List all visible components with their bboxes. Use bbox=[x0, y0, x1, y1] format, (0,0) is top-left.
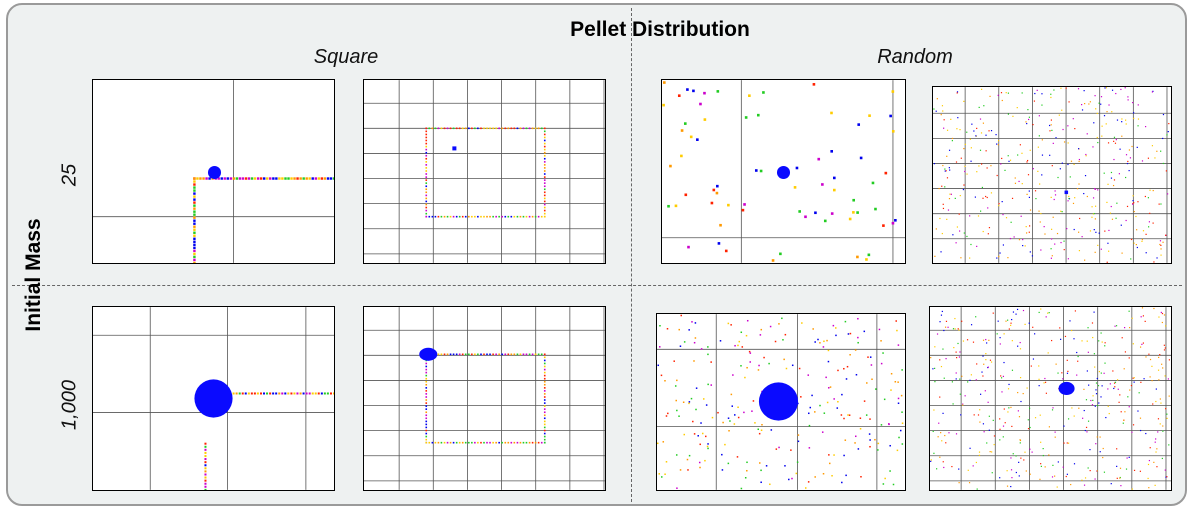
vertical-divider bbox=[631, 8, 632, 502]
panel-random-25-zoom bbox=[661, 79, 906, 264]
central-body bbox=[776, 165, 791, 180]
central-body bbox=[758, 382, 799, 421]
panel-square-1000-zoom bbox=[92, 306, 335, 491]
central-body bbox=[194, 379, 233, 418]
panel-square-1000-wide bbox=[363, 306, 606, 491]
central-body bbox=[207, 165, 222, 180]
central-body bbox=[452, 146, 457, 151]
central-body bbox=[419, 347, 438, 361]
panel-random-25-wide bbox=[932, 86, 1172, 264]
central-body bbox=[1064, 190, 1069, 195]
row-label-1000: 1,000 bbox=[58, 379, 81, 431]
panel-square-25-wide bbox=[363, 79, 606, 264]
panel-random-1000-wide bbox=[929, 306, 1172, 491]
panel-random-1000-zoom bbox=[656, 313, 906, 491]
column-label-square: Square bbox=[313, 46, 379, 68]
row-label-25: 25 bbox=[58, 163, 81, 187]
column-label-random: Random bbox=[877, 46, 953, 68]
panel-square-25-zoom bbox=[92, 79, 335, 264]
figure-title: Pellet Distribution bbox=[570, 18, 750, 41]
central-body bbox=[1058, 381, 1075, 395]
row-axis-title: Initial Mass bbox=[22, 218, 45, 332]
horizontal-divider bbox=[12, 285, 1182, 286]
